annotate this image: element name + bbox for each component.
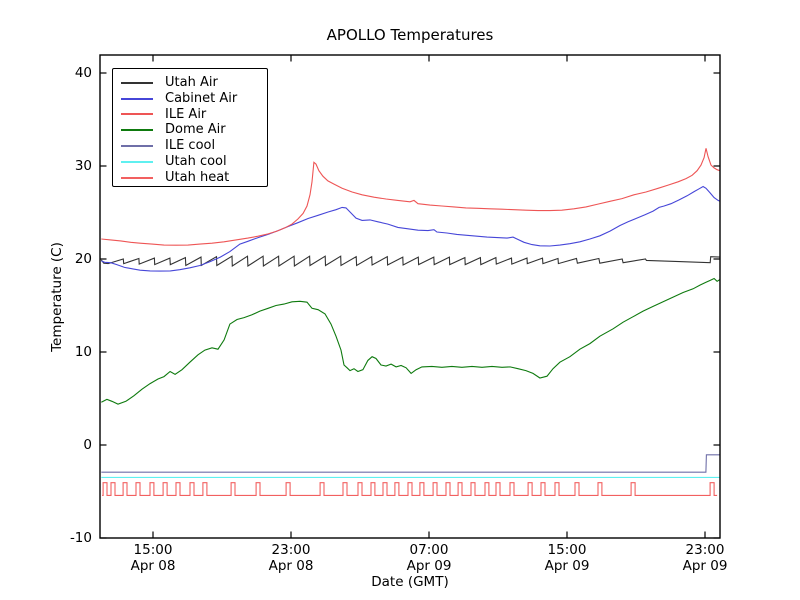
legend-item-label: Cabinet Air bbox=[165, 90, 238, 106]
y-tick-label: 40 bbox=[74, 65, 92, 81]
x-tick-date: Apr 08 bbox=[268, 558, 314, 574]
y-tick-label: 30 bbox=[74, 158, 92, 174]
legend-item-label: Utah heat bbox=[165, 169, 230, 185]
legend-line-sample bbox=[121, 129, 153, 132]
legend-item-label: ILE Air bbox=[165, 106, 207, 122]
series-utah_air-line bbox=[100, 255, 720, 267]
x-axis-label: Date (GMT) bbox=[371, 574, 449, 590]
x-tick-label: 23:00 Apr 09 bbox=[660, 542, 750, 574]
x-tick-label: 07:00 Apr 09 bbox=[384, 542, 474, 574]
x-tick-date: Apr 08 bbox=[130, 558, 176, 574]
legend-item: Utah Air bbox=[121, 75, 259, 91]
series-ile_air-line bbox=[101, 148, 720, 246]
x-tick-time: 07:00 bbox=[409, 542, 449, 558]
legend-line-sample bbox=[121, 97, 153, 100]
x-tick-date: Apr 09 bbox=[406, 558, 452, 574]
legend-item: ILE cool bbox=[121, 138, 259, 154]
series-ile_cool-line bbox=[101, 454, 720, 473]
y-tick-label: -10 bbox=[69, 530, 92, 546]
legend-line-sample bbox=[121, 145, 153, 148]
plot-spines bbox=[99, 54, 721, 539]
x-tick-date: Apr 09 bbox=[682, 558, 728, 574]
x-tick-time: 15:00 bbox=[133, 542, 173, 558]
legend-item-label: Utah Air bbox=[165, 75, 218, 90]
x-tick-label: 23:00 Apr 08 bbox=[246, 542, 336, 574]
x-tick-date: Apr 09 bbox=[544, 558, 590, 574]
legend-item: Utah cool bbox=[121, 154, 259, 170]
x-tick-time: 15:00 bbox=[547, 542, 587, 558]
legend-line-sample bbox=[121, 160, 153, 163]
series-cabinet_air-line bbox=[101, 185, 720, 272]
x-tick-label: 15:00 Apr 08 bbox=[108, 542, 198, 574]
legend-item: Cabinet Air bbox=[121, 91, 259, 107]
series-utah_heat-line bbox=[102, 482, 718, 496]
x-tick-time: 23:00 bbox=[685, 542, 725, 558]
legend-item: ILE Air bbox=[121, 107, 259, 123]
x-tick-label: 15:00 Apr 09 bbox=[522, 542, 612, 574]
y-tick-label: 0 bbox=[83, 437, 92, 453]
x-tick-time: 23:00 bbox=[271, 542, 311, 558]
tick-marks bbox=[100, 55, 720, 539]
legend-item-label: ILE cool bbox=[165, 138, 216, 154]
chart-title: APOLLO Temperatures bbox=[326, 26, 494, 44]
legend: Utah Air Cabinet Air ILE Air Dome Air IL… bbox=[112, 68, 268, 187]
legend-line-sample bbox=[121, 113, 153, 116]
y-tick-label: 20 bbox=[74, 251, 92, 267]
legend-line-sample bbox=[121, 176, 153, 179]
legend-line-sample bbox=[121, 81, 153, 84]
series-group bbox=[100, 148, 720, 496]
y-tick-label: 10 bbox=[74, 344, 92, 360]
legend-item: Utah heat bbox=[121, 170, 259, 186]
legend-item: Dome Air bbox=[121, 122, 259, 138]
legend-item-label: Dome Air bbox=[165, 122, 226, 138]
legend-item-label: Utah cool bbox=[165, 153, 227, 169]
series-dome_air-line bbox=[101, 277, 720, 405]
